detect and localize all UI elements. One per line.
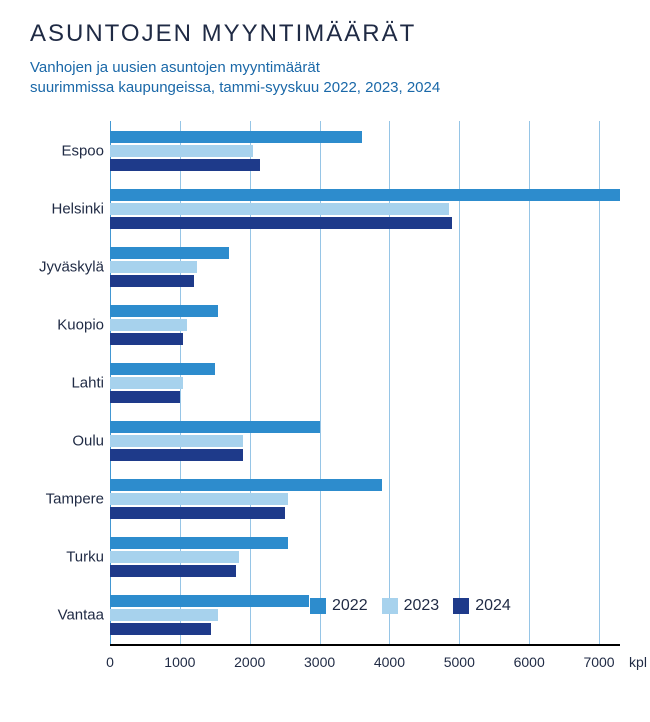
bar bbox=[110, 217, 452, 229]
bar bbox=[110, 377, 183, 389]
bar bbox=[110, 595, 309, 607]
bar bbox=[110, 131, 362, 143]
bar bbox=[110, 537, 288, 549]
bar bbox=[110, 333, 183, 345]
bar bbox=[110, 275, 194, 287]
chart-subtitle: Vanhojen ja uusien asuntojen myyntimäärä… bbox=[30, 58, 620, 99]
legend-label: 2024 bbox=[475, 597, 511, 615]
x-tick-label: 7000 bbox=[583, 654, 614, 670]
category-label: Tampere bbox=[46, 490, 104, 507]
category-label: Lahti bbox=[71, 374, 104, 391]
x-tick-label: 3000 bbox=[304, 654, 335, 670]
bar bbox=[110, 449, 243, 461]
bar bbox=[110, 305, 218, 317]
x-axis-labels: 01000200030004000500060007000kpl bbox=[110, 648, 620, 676]
bar bbox=[110, 261, 197, 273]
x-tick-label: 6000 bbox=[514, 654, 545, 670]
bar bbox=[110, 319, 187, 331]
category-label: Oulu bbox=[72, 432, 104, 449]
legend-item: 2022 bbox=[310, 597, 368, 615]
category-label: Turku bbox=[66, 548, 104, 565]
bar bbox=[110, 479, 382, 491]
chart-title: ASUNTOJEN MYYNTIMÄÄRÄT bbox=[30, 20, 620, 48]
chart-area: Espoo Helsinki Jyväskylä Kuopio Lahti Oulu Tam… bbox=[30, 121, 620, 676]
bar bbox=[110, 565, 236, 577]
legend-item: 2023 bbox=[382, 597, 440, 615]
legend-label: 2023 bbox=[404, 597, 440, 615]
bar bbox=[110, 391, 180, 403]
bar bbox=[110, 189, 620, 201]
subtitle-line-2: suurimmissa kaupungeissa, tammi-syyskuu … bbox=[30, 79, 440, 96]
chart-container: ASUNTOJEN MYYNTIMÄÄRÄT Vanhojen ja uusie… bbox=[0, 0, 650, 706]
x-tick-label: 0 bbox=[106, 654, 114, 670]
category-label: Kuopio bbox=[57, 316, 104, 333]
bar bbox=[110, 623, 211, 635]
bar bbox=[110, 247, 229, 259]
x-tick-label: 5000 bbox=[444, 654, 475, 670]
subtitle-line-1: Vanhojen ja uusien asuntojen myyntimäärä… bbox=[30, 59, 320, 76]
legend: 2022 2023 2024 bbox=[310, 597, 511, 615]
category-label: Espoo bbox=[61, 142, 104, 159]
legend-item: 2024 bbox=[453, 597, 511, 615]
legend-swatch bbox=[310, 598, 326, 614]
bar bbox=[110, 551, 239, 563]
x-tick-label: 2000 bbox=[234, 654, 265, 670]
category-label: Helsinki bbox=[51, 200, 104, 217]
plot-area bbox=[110, 121, 620, 646]
y-axis-labels: Espoo Helsinki Jyväskylä Kuopio Lahti Oulu Tam… bbox=[30, 121, 108, 646]
bar bbox=[110, 363, 215, 375]
bar bbox=[110, 159, 260, 171]
legend-label: 2022 bbox=[332, 597, 368, 615]
x-tick-label: 4000 bbox=[374, 654, 405, 670]
legend-swatch bbox=[453, 598, 469, 614]
category-label: Jyväskylä bbox=[39, 258, 104, 275]
bar bbox=[110, 145, 253, 157]
bar bbox=[110, 435, 243, 447]
category-label: Vantaa bbox=[58, 606, 104, 623]
bar bbox=[110, 609, 218, 621]
x-tick-label: 1000 bbox=[164, 654, 195, 670]
bar bbox=[110, 421, 320, 433]
bar bbox=[110, 493, 288, 505]
x-unit-label: kpl bbox=[629, 654, 647, 670]
bar bbox=[110, 203, 449, 215]
bar bbox=[110, 507, 285, 519]
legend-swatch bbox=[382, 598, 398, 614]
